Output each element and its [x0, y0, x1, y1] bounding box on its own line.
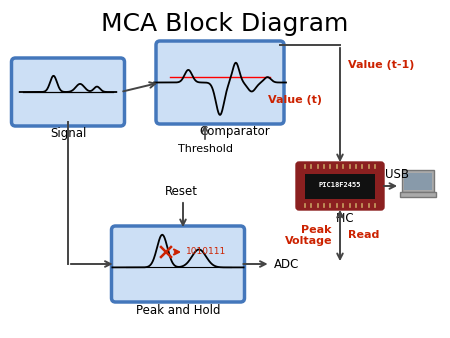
- Text: Comparator: Comparator: [200, 125, 270, 138]
- Text: Signal: Signal: [50, 127, 86, 140]
- FancyBboxPatch shape: [156, 41, 284, 124]
- Text: USB: USB: [385, 169, 409, 182]
- Text: PIC: PIC: [336, 212, 354, 225]
- Bar: [400, 192, 436, 197]
- FancyBboxPatch shape: [296, 162, 384, 210]
- Text: Peak and Hold: Peak and Hold: [136, 304, 220, 317]
- Text: Reset: Reset: [165, 185, 198, 198]
- FancyBboxPatch shape: [112, 226, 244, 302]
- Text: 1010111: 1010111: [186, 247, 226, 257]
- FancyBboxPatch shape: [12, 58, 125, 126]
- Bar: [404, 173, 432, 190]
- Text: MCA Block Diagram: MCA Block Diagram: [101, 12, 349, 36]
- FancyBboxPatch shape: [402, 170, 434, 192]
- Text: Read: Read: [348, 231, 379, 241]
- Text: Threshold: Threshold: [177, 144, 233, 154]
- Text: PIC18F2455: PIC18F2455: [319, 182, 361, 188]
- Text: Value (t-1): Value (t-1): [348, 60, 414, 70]
- Text: Value (t): Value (t): [268, 95, 322, 105]
- Text: ADC: ADC: [274, 258, 299, 270]
- Text: Peak
Voltage: Peak Voltage: [284, 225, 332, 246]
- Bar: [305, 174, 375, 199]
